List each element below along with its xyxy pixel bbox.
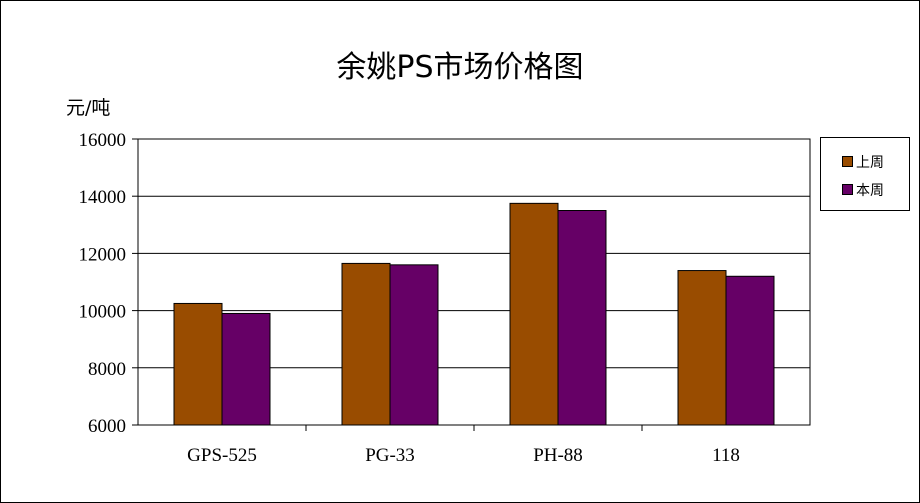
- y-tick-label-12000: 12000: [79, 244, 127, 265]
- y-tick-label-16000: 16000: [79, 130, 127, 151]
- legend-swatch-last-week: [842, 156, 853, 167]
- y-tick-label-14000: 14000: [79, 187, 127, 208]
- x-tick-label-PG-33: PG-33: [365, 445, 415, 466]
- legend: 上周 本周: [820, 137, 910, 211]
- bar-last-week-118: [677, 270, 727, 426]
- bar-this-week-PG-33: [389, 264, 439, 426]
- legend-label-this-week: 本周: [856, 183, 884, 199]
- y-tick-label-8000: 8000: [88, 359, 126, 380]
- bar-this-week-PH-88: [557, 210, 607, 426]
- bar-this-week-118: [725, 275, 775, 426]
- bar-last-week-PH-88: [509, 202, 559, 426]
- bar-last-week-PG-33: [341, 262, 391, 426]
- y-tick-label-6000: 6000: [88, 416, 126, 437]
- y-axis-unit-label: 元/吨: [66, 97, 111, 119]
- legend-label-last-week: 上周: [856, 155, 884, 171]
- x-tick-label-PH-88: PH-88: [533, 445, 583, 466]
- x-tick-label-GPS-525: GPS-525: [187, 445, 257, 466]
- y-tick-label-10000: 10000: [79, 302, 127, 323]
- bar-last-week-GPS-525: [173, 302, 223, 426]
- legend-swatch-this-week: [842, 184, 853, 195]
- x-tick-label-118: 118: [712, 445, 740, 466]
- bar-this-week-GPS-525: [221, 312, 271, 426]
- chart-title: 余姚PS市场价格图: [336, 50, 584, 85]
